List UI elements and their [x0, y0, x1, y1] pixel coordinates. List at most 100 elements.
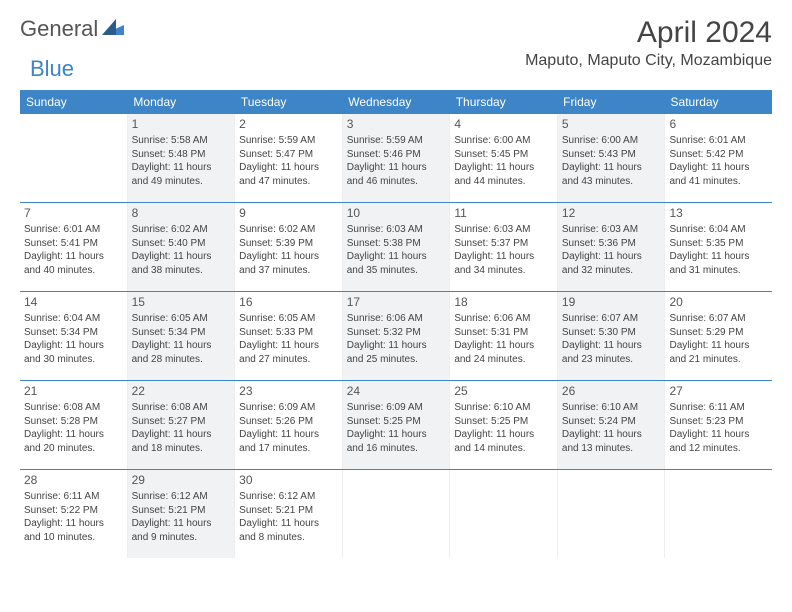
- sunset-text: Sunset: 5:30 PM: [562, 326, 661, 340]
- day-number: 27: [669, 383, 768, 399]
- sunrise-text: Sunrise: 6:12 AM: [239, 490, 338, 504]
- day-number: 21: [24, 383, 123, 399]
- daylight-text: Daylight: 11 hours and 37 minutes.: [239, 250, 338, 277]
- sunset-text: Sunset: 5:21 PM: [239, 504, 338, 518]
- sunset-text: Sunset: 5:33 PM: [239, 326, 338, 340]
- day-info: Sunrise: 6:09 AMSunset: 5:26 PMDaylight:…: [239, 401, 338, 455]
- sunrise-text: Sunrise: 6:06 AM: [347, 312, 446, 326]
- day-info: Sunrise: 6:02 AMSunset: 5:40 PMDaylight:…: [132, 223, 231, 277]
- daylight-text: Daylight: 11 hours and 16 minutes.: [347, 428, 446, 455]
- calendar-day-cell: 3Sunrise: 5:59 AMSunset: 5:46 PMDaylight…: [343, 114, 451, 202]
- day-number: 15: [132, 294, 231, 310]
- sunset-text: Sunset: 5:40 PM: [132, 237, 231, 251]
- calendar-day-cell: 23Sunrise: 6:09 AMSunset: 5:26 PMDayligh…: [235, 381, 343, 469]
- calendar-day-cell: 24Sunrise: 6:09 AMSunset: 5:25 PMDayligh…: [343, 381, 451, 469]
- day-info: Sunrise: 6:03 AMSunset: 5:38 PMDaylight:…: [347, 223, 446, 277]
- sunrise-text: Sunrise: 6:07 AM: [669, 312, 768, 326]
- calendar-day-cell: 30 Sunrise: 6:12 AMSunset: 5:21 PMDayligh…: [235, 470, 343, 558]
- day-number: 7: [24, 205, 123, 221]
- day-info: Sunrise: 6:02 AMSunset: 5:39 PMDaylight:…: [239, 223, 338, 277]
- sunset-text: Sunset: 5:24 PM: [562, 415, 661, 429]
- sunrise-text: Sunrise: 6:11 AM: [24, 490, 123, 504]
- day-number: 4: [454, 116, 553, 132]
- calendar-day-cell: 21 Sunrise: 6:08 AMSunset: 5:28 PMDayligh…: [20, 381, 128, 469]
- daylight-text: Daylight: 11 hours and 24 minutes.: [454, 339, 553, 366]
- daylight-text: Daylight: 11 hours and 8 minutes.: [239, 517, 338, 544]
- sunrise-text: Sunrise: 6:00 AM: [562, 134, 661, 148]
- calendar-week: 1Sunrise: 5:58 AMSunset: 5:48 PMDaylight…: [20, 114, 772, 203]
- sunset-text: Sunset: 5:36 PM: [562, 237, 661, 251]
- sunrise-text: Sunrise: 6:05 AM: [239, 312, 338, 326]
- sunrise-text: Sunrise: 6:12 AM: [132, 490, 231, 504]
- sunrise-text: Sunrise: 6:03 AM: [454, 223, 553, 237]
- sunset-text: Sunset: 5:35 PM: [669, 237, 768, 251]
- sunrise-text: Sunrise: 6:00 AM: [454, 134, 553, 148]
- location-text: Maputo, Maputo City, Mozambique: [525, 52, 772, 70]
- calendar-day-cell: 11Sunrise: 6:03 AMSunset: 5:37 PMDayligh…: [450, 203, 558, 291]
- calendar-day-cell: 28Sunrise: 6:11 AMSunset: 5:22 PMDayligh…: [20, 470, 128, 558]
- day-info: Sunrise: 6:06 AMSunset: 5:32 PMDaylight:…: [347, 312, 446, 366]
- sunrise-text: Sunrise: 6:09 AM: [347, 401, 446, 415]
- day-number: 12: [562, 205, 661, 221]
- calendar-week: 7Sunrise: 6:01 AMSunset: 5:41 PMDaylight…: [20, 203, 772, 292]
- calendar-day-cell: 22Sunrise: 6:08 AMSunset: 5:27 PMDayligh…: [128, 381, 236, 469]
- day-header-cell: Sunday: [20, 90, 127, 114]
- daylight-text: Daylight: 11 hours and 32 minutes.: [562, 250, 661, 277]
- daylight-text: Daylight: 11 hours and 35 minutes.: [347, 250, 446, 277]
- sunrise-text: Sunrise: 6:02 AM: [132, 223, 231, 237]
- sunset-text: Sunset: 5:21 PM: [132, 504, 231, 518]
- day-number: 8: [132, 205, 231, 221]
- sunset-text: Sunset: 5:41 PM: [24, 237, 123, 251]
- calendar-week: 28Sunrise: 6:11 AMSunset: 5:22 PMDayligh…: [20, 470, 772, 558]
- calendar-day-cell: 25Sunrise: 6:10 AMSunset: 5:25 PMDayligh…: [450, 381, 558, 469]
- calendar-day-cell: 27Sunrise: 6:11 AMSunset: 5:23 PMDayligh…: [665, 381, 772, 469]
- calendar-day-cell: [343, 470, 451, 558]
- day-number: 24: [347, 383, 446, 399]
- daylight-text: Daylight: 11 hours and 46 minutes.: [347, 161, 446, 188]
- calendar-day-cell: 15 Sunrise: 6:05 AMSunset: 5:34 PMDayligh…: [128, 292, 236, 380]
- day-number: 30: [239, 472, 338, 488]
- calendar-day-cell: 8 Sunrise: 6:02 AMSunset: 5:40 PMDaylight…: [128, 203, 236, 291]
- day-info: Sunrise: 6:07 AMSunset: 5:29 PMDaylight:…: [669, 312, 768, 366]
- calendar-day-cell: 29Sunrise: 6:12 AMSunset: 5:21 PMDayligh…: [128, 470, 236, 558]
- calendar-day-cell: 1Sunrise: 5:58 AMSunset: 5:48 PMDaylight…: [128, 114, 236, 202]
- day-header-cell: Friday: [557, 90, 664, 114]
- sunrise-text: Sunrise: 5:59 AM: [239, 134, 338, 148]
- day-info: Sunrise: 6:12 AMSunset: 5:21 PMDaylight:…: [239, 490, 338, 544]
- sunrise-text: Sunrise: 5:58 AM: [132, 134, 231, 148]
- day-info: Sunrise: 6:08 AMSunset: 5:27 PMDaylight:…: [132, 401, 231, 455]
- sunrise-text: Sunrise: 6:05 AM: [132, 312, 231, 326]
- sunset-text: Sunset: 5:45 PM: [454, 148, 553, 162]
- day-info: Sunrise: 6:05 AMSunset: 5:34 PMDaylight:…: [132, 312, 231, 366]
- daylight-text: Daylight: 11 hours and 40 minutes.: [24, 250, 123, 277]
- calendar-day-cell: 4 Sunrise: 6:00 AMSunset: 5:45 PMDaylight…: [450, 114, 558, 202]
- day-number: 16: [239, 294, 338, 310]
- day-info: Sunrise: 6:03 AMSunset: 5:36 PMDaylight:…: [562, 223, 661, 277]
- calendar-day-cell: 9 Sunrise: 6:02 AMSunset: 5:39 PMDaylight…: [235, 203, 343, 291]
- daylight-text: Daylight: 11 hours and 44 minutes.: [454, 161, 553, 188]
- daylight-text: Daylight: 11 hours and 34 minutes.: [454, 250, 553, 277]
- calendar-day-cell: 5 Sunrise: 6:00 AMSunset: 5:43 PMDaylight…: [558, 114, 666, 202]
- sunrise-text: Sunrise: 6:08 AM: [132, 401, 231, 415]
- day-info: Sunrise: 6:04 AMSunset: 5:35 PMDaylight:…: [669, 223, 768, 277]
- day-info: Sunrise: 6:00 AMSunset: 5:45 PMDaylight:…: [454, 134, 553, 188]
- day-number: 29: [132, 472, 231, 488]
- day-info: Sunrise: 6:11 AMSunset: 5:22 PMDaylight:…: [24, 490, 123, 544]
- calendar-week: 14Sunrise: 6:04 AMSunset: 5:34 PMDayligh…: [20, 292, 772, 381]
- day-header-cell: Thursday: [450, 90, 557, 114]
- calendar-day-cell: 20 Sunrise: 6:07 AMSunset: 5:29 PMDayligh…: [665, 292, 772, 380]
- daylight-text: Daylight: 11 hours and 43 minutes.: [562, 161, 661, 188]
- daylight-text: Daylight: 11 hours and 30 minutes.: [24, 339, 123, 366]
- day-info: Sunrise: 6:00 AMSunset: 5:43 PMDaylight:…: [562, 134, 661, 188]
- day-number: 20: [669, 294, 768, 310]
- day-number: 2: [239, 116, 338, 132]
- day-info: Sunrise: 6:08 AMSunset: 5:28 PMDaylight:…: [24, 401, 123, 455]
- day-number: 9: [239, 205, 338, 221]
- sunrise-text: Sunrise: 6:11 AM: [669, 401, 768, 415]
- day-number: 5: [562, 116, 661, 132]
- calendar-day-cell: [450, 470, 558, 558]
- sunrise-text: Sunrise: 6:07 AM: [562, 312, 661, 326]
- day-info: Sunrise: 6:01 AMSunset: 5:42 PMDaylight:…: [669, 134, 768, 188]
- day-number: 25: [454, 383, 553, 399]
- logo-text-1: General: [20, 16, 98, 42]
